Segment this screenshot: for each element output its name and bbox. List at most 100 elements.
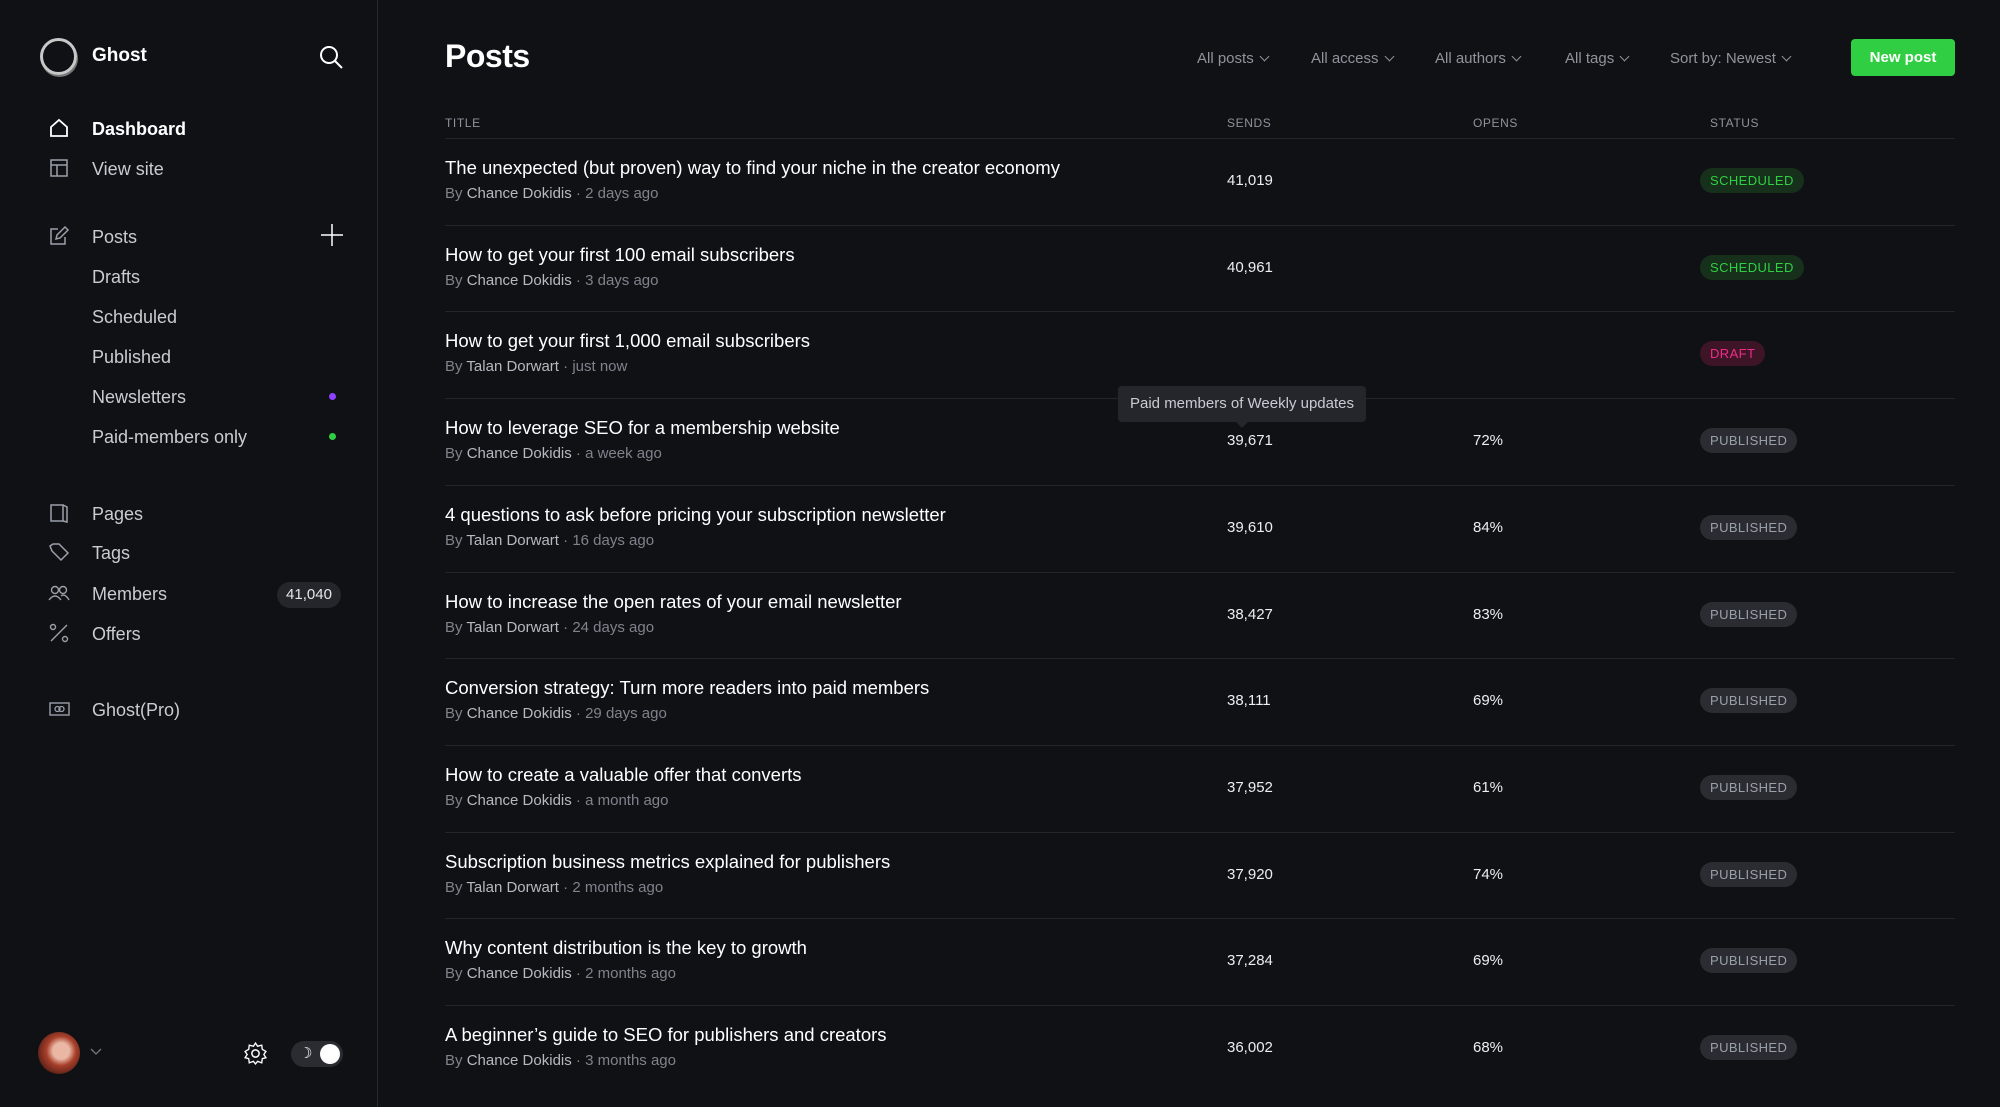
post-opens: 74% — [1473, 865, 1504, 883]
table-row[interactable]: How to increase the open rates of your e… — [445, 572, 1955, 659]
post-title[interactable]: How to get your first 100 email subscrib… — [445, 243, 795, 265]
by-label: By — [445, 1052, 463, 1069]
post-time: 2 months ago — [585, 965, 676, 983]
sidebar-item-dashboard[interactable]: Dashboard — [92, 119, 187, 139]
post-title[interactable]: Subscription business metrics explained … — [445, 850, 891, 872]
table-row[interactable]: The unexpected (but proven) way to find … — [445, 138, 1955, 225]
chevron-down-icon — [1781, 51, 1792, 62]
chevron-down-icon — [1619, 51, 1630, 62]
post-time: 29 days ago — [585, 705, 667, 723]
post-opens: 69% — [1473, 952, 1504, 970]
post-author: Chance Dokidis — [466, 271, 572, 289]
post-opens: 61% — [1473, 778, 1504, 796]
gear-icon[interactable] — [243, 1041, 268, 1066]
post-title[interactable]: A beginner’s guide to SEO for publishers… — [445, 1024, 887, 1045]
by-label: By — [445, 791, 463, 809]
by-label: By — [445, 965, 463, 983]
filter-all-posts[interactable]: All posts — [1197, 50, 1270, 67]
sidebar-item-tags[interactable]: Tags — [92, 543, 131, 563]
avatar[interactable] — [38, 1032, 80, 1074]
brand-name[interactable]: Ghost — [92, 45, 147, 66]
filter-all-authors[interactable]: All authors — [1435, 50, 1522, 67]
post-byline: By Talan Dorwart · just now — [445, 358, 628, 376]
page-title: Posts — [445, 38, 530, 74]
post-sends: 37,284 — [1227, 952, 1273, 970]
table-row[interactable]: A beginner’s guide to SEO for publishers… — [445, 1005, 1955, 1092]
table-row[interactable]: Subscription business metrics explained … — [445, 832, 1955, 919]
by-label: By — [445, 618, 463, 636]
filter-all-tags[interactable]: All tags — [1565, 50, 1630, 67]
search-icon[interactable] — [318, 44, 344, 70]
table-row[interactable]: How to leverage SEO for a membership web… — [445, 398, 1955, 485]
tooltip: Paid members of Weekly updates — [1118, 386, 1366, 428]
filter-all-access[interactable]: All access — [1311, 50, 1394, 67]
post-title[interactable]: How to increase the open rates of your e… — [445, 590, 902, 612]
sidebar-item-scheduled[interactable]: Scheduled — [92, 307, 178, 327]
row-divider — [445, 658, 1955, 660]
post-byline: By Talan Dorwart · 24 days ago — [445, 618, 655, 636]
post-sends: 39,610 — [1227, 518, 1273, 536]
post-title[interactable]: 4 questions to ask before pricing your s… — [445, 503, 946, 525]
sidebar-item-ghost-pro[interactable]: Ghost(Pro) — [92, 700, 181, 720]
table-row[interactable]: How to get your first 100 email subscrib… — [445, 225, 1955, 312]
post-byline: By Chance Dokidis · a week ago — [445, 445, 662, 463]
post-sends: 38,427 — [1227, 605, 1273, 623]
sidebar-item-members[interactable]: Members — [92, 584, 168, 604]
table-row[interactable]: How to create a valuable offer that conv… — [445, 745, 1955, 832]
post-title[interactable]: The unexpected (but proven) way to find … — [445, 157, 1060, 178]
status-badge: SCHEDULED — [1700, 254, 1804, 280]
sidebar-item-drafts[interactable]: Drafts — [92, 267, 141, 287]
filter-label: All posts — [1197, 50, 1254, 67]
sidebar-item-newsletters[interactable]: Newsletters — [92, 387, 187, 407]
row-divider — [445, 224, 1955, 226]
post-time: 16 days ago — [572, 531, 655, 549]
post-title[interactable]: How to leverage SEO for a membership web… — [445, 417, 840, 439]
post-author: Chance Dokidis — [466, 1052, 572, 1069]
members-icon — [48, 585, 70, 601]
post-time: just now — [572, 358, 628, 376]
layout-icon — [50, 159, 68, 177]
post-sends: 37,920 — [1227, 865, 1273, 883]
row-divider — [445, 1005, 1955, 1006]
filter-label: All tags — [1565, 50, 1615, 67]
column-header-title: TITLE — [445, 116, 481, 130]
ghost-logo[interactable] — [40, 38, 77, 75]
sort-dropdown[interactable]: Sort by: Newest — [1670, 50, 1792, 67]
post-time: 3 days ago — [585, 271, 659, 289]
post-author: Talan Dorwart — [466, 358, 559, 376]
sidebar-item-posts[interactable]: Posts — [92, 227, 138, 247]
by-label: By — [445, 358, 463, 376]
home-icon — [50, 118, 68, 137]
post-title[interactable]: How to get your first 1,000 email subscr… — [445, 330, 811, 352]
chevron-down-icon[interactable] — [90, 1048, 102, 1056]
post-title[interactable]: How to create a valuable offer that conv… — [445, 763, 802, 785]
post-sends: 39,671 — [1227, 432, 1273, 450]
table-row[interactable]: How to get your first 1,000 email subscr… — [445, 311, 1955, 398]
post-time: 24 days ago — [572, 618, 655, 636]
chevron-down-icon — [1259, 51, 1270, 62]
status-badge: PUBLISHED — [1700, 428, 1798, 454]
sidebar-item-view-site[interactable]: View site — [92, 159, 164, 179]
sidebar-item-published[interactable]: Published — [92, 347, 172, 367]
new-post-button[interactable]: New post — [1851, 39, 1955, 76]
table-row[interactable]: Conversion strategy: Turn more readers i… — [445, 658, 1955, 745]
post-sends: 38,111 — [1227, 692, 1271, 710]
status-badge: PUBLISHED — [1700, 861, 1798, 887]
sidebar-item-paid-members[interactable]: Paid-members only — [92, 427, 248, 447]
post-sends: 40,961 — [1227, 258, 1273, 276]
dark-mode-toggle[interactable]: ☽ — [291, 1041, 343, 1067]
pages-icon — [50, 504, 68, 523]
moon-icon: ☽ — [299, 1045, 313, 1062]
sidebar-item-pages[interactable]: Pages — [92, 504, 144, 524]
by-label: By — [445, 185, 463, 202]
post-byline: By Chance Dokidis · 2 days ago — [445, 185, 659, 202]
add-post-icon[interactable] — [320, 223, 344, 247]
newsletters-dot — [329, 393, 336, 400]
row-divider — [445, 918, 1955, 920]
table-row[interactable]: Why content distribution is the key to g… — [445, 918, 1955, 1005]
post-title[interactable]: Conversion strategy: Turn more readers i… — [445, 677, 930, 699]
post-title[interactable]: Why content distribution is the key to g… — [445, 937, 807, 959]
paid-members-dot — [329, 433, 336, 440]
sidebar-item-offers[interactable]: Offers — [92, 624, 141, 644]
table-row[interactable]: 4 questions to ask before pricing your s… — [445, 485, 1955, 572]
